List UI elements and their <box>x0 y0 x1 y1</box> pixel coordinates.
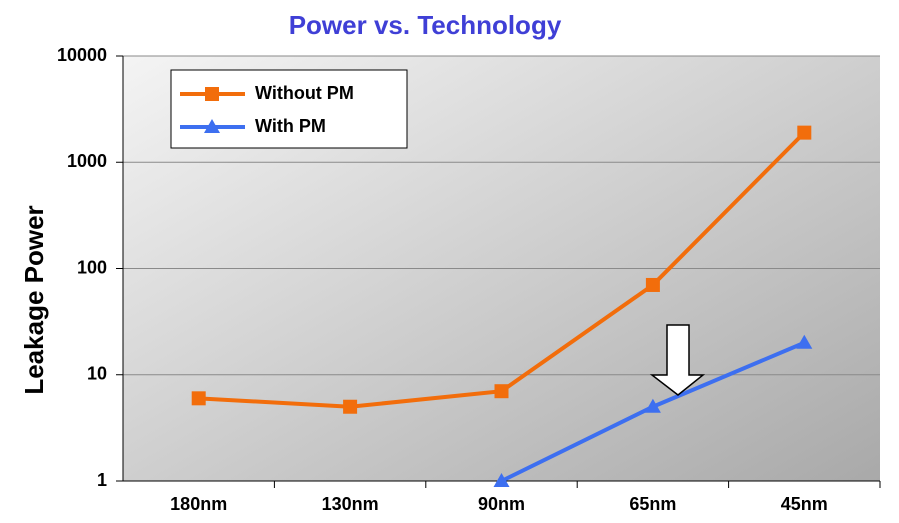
y-tick-label: 100 <box>77 257 107 277</box>
y-tick-label: 10000 <box>57 45 107 65</box>
marker <box>645 277 660 292</box>
chart-title: Power vs. Technology <box>289 10 562 40</box>
x-tick-label: 45nm <box>781 494 828 514</box>
y-tick-label: 1000 <box>67 151 107 171</box>
marker <box>205 87 219 101</box>
x-tick-label: 65nm <box>629 494 676 514</box>
marker <box>204 119 220 133</box>
x-tick-label: 90nm <box>478 494 525 514</box>
marker <box>644 398 661 413</box>
marker <box>796 334 813 349</box>
legend-label: Without PM <box>255 83 354 103</box>
arrow-annotation <box>649 324 706 396</box>
marker <box>493 473 510 487</box>
y-tick-label: 10 <box>87 364 107 384</box>
marker <box>797 125 812 140</box>
marker <box>494 384 509 399</box>
legend-label: With PM <box>255 116 326 136</box>
marker <box>343 399 358 414</box>
y-axis-label: Leakage Power <box>19 205 49 394</box>
x-tick-label: 180nm <box>170 494 227 514</box>
y-tick-label: 1 <box>97 470 107 490</box>
legend-box <box>170 69 408 149</box>
marker <box>191 391 206 406</box>
x-tick-label: 130nm <box>322 494 379 514</box>
